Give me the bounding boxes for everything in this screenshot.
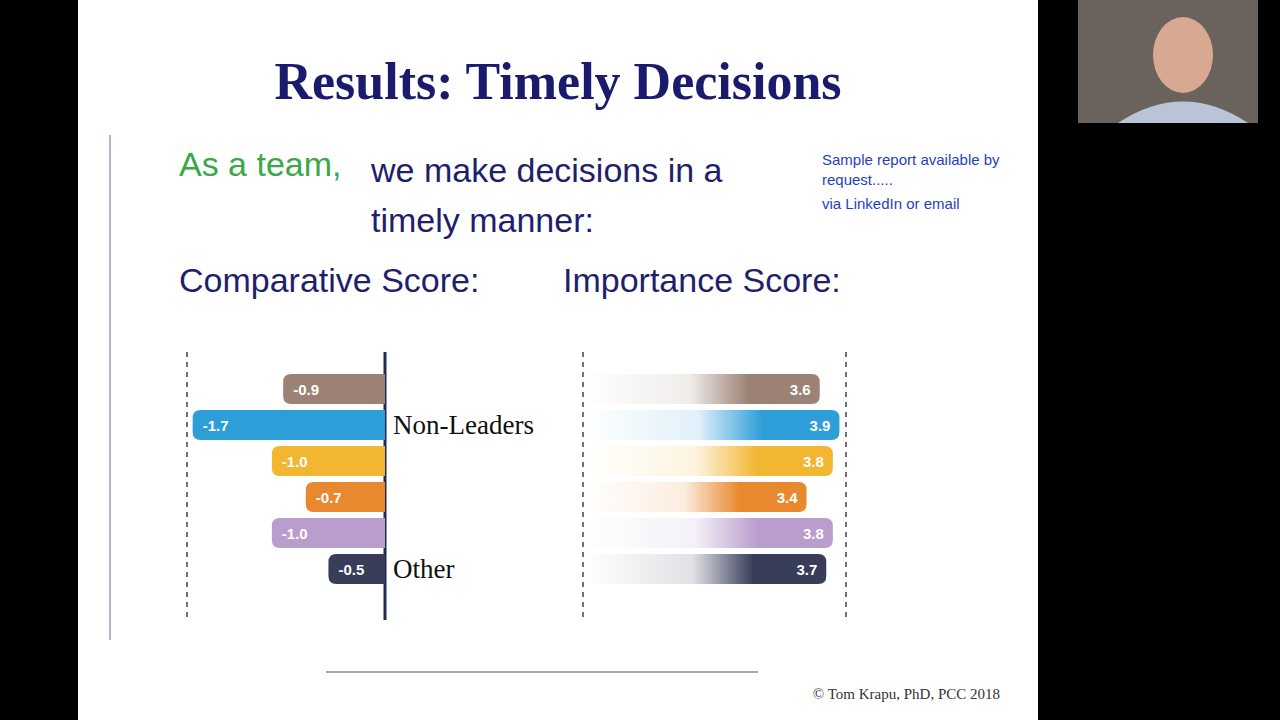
bar <box>272 518 385 548</box>
bars <box>583 374 839 584</box>
bars <box>193 374 385 584</box>
data-label: 3.4 <box>777 489 799 506</box>
bar <box>193 410 385 440</box>
bar <box>583 518 833 548</box>
prompt-lead: As a team, <box>179 145 342 184</box>
data-label: -1.0 <box>282 453 308 470</box>
category-label: Non-Leaders <box>393 410 534 440</box>
slide-title: Results: Timely Decisions <box>78 52 1038 111</box>
slide-rule <box>109 135 111 640</box>
range-line <box>186 352 188 620</box>
labels: -0.9 -1.7 Non-Leaders -1.0 -0.7 -1.0 -0.5 Other <box>203 381 534 585</box>
note-line: Sample report available by request..... <box>822 150 1027 190</box>
copyright: © Tom Krapu, PhD, PCC 2018 <box>813 686 1000 703</box>
bar <box>306 482 385 512</box>
webcam <box>1078 0 1258 123</box>
bar <box>583 410 839 440</box>
bar <box>328 554 385 584</box>
webcam-shirt <box>1118 102 1248 124</box>
bar <box>583 554 826 584</box>
prompt: we make decisions in a timely manner: <box>371 145 801 245</box>
data-label: -1.7 <box>203 417 229 434</box>
labels: 3.6 3.9 3.8 3.4 3.8 3.7 <box>777 381 831 578</box>
data-label: 3.8 <box>803 453 824 470</box>
chart-title: Importance Score: <box>563 261 841 299</box>
note: Sample report available by request..... v… <box>822 150 1027 218</box>
data-label: 3.6 <box>790 381 811 398</box>
webcam-head <box>1153 17 1213 93</box>
webcam-wall <box>1078 0 1258 123</box>
range-line <box>845 352 847 620</box>
data-label: -0.5 <box>338 561 364 578</box>
chart: Importance Score: 3.6 3.9 3.8 3.4 3.8 3.7 <box>563 261 846 620</box>
bar <box>283 374 385 404</box>
chart: Comparative Score: -0.9 -1.7 Non-Leaders -1.… <box>179 261 534 620</box>
webcam-figure <box>1078 0 1258 123</box>
chart-title: Comparative Score: <box>179 261 479 299</box>
note-line: via LinkedIn or email <box>822 194 1027 214</box>
data-label: -0.9 <box>293 381 319 398</box>
data-label: 3.7 <box>796 561 817 578</box>
slide-rule <box>326 672 758 673</box>
charts: Comparative Score: -0.9 -1.7 Non-Leaders -1.… <box>0 0 1280 720</box>
bar <box>583 374 820 404</box>
data-label: 3.9 <box>810 417 831 434</box>
category-label: Other <box>393 554 454 584</box>
bar <box>583 482 807 512</box>
data-label: 3.8 <box>803 525 824 542</box>
data-label: -0.7 <box>316 489 342 506</box>
bar <box>272 446 385 476</box>
data-label: -1.0 <box>282 525 308 542</box>
bar <box>583 446 833 476</box>
